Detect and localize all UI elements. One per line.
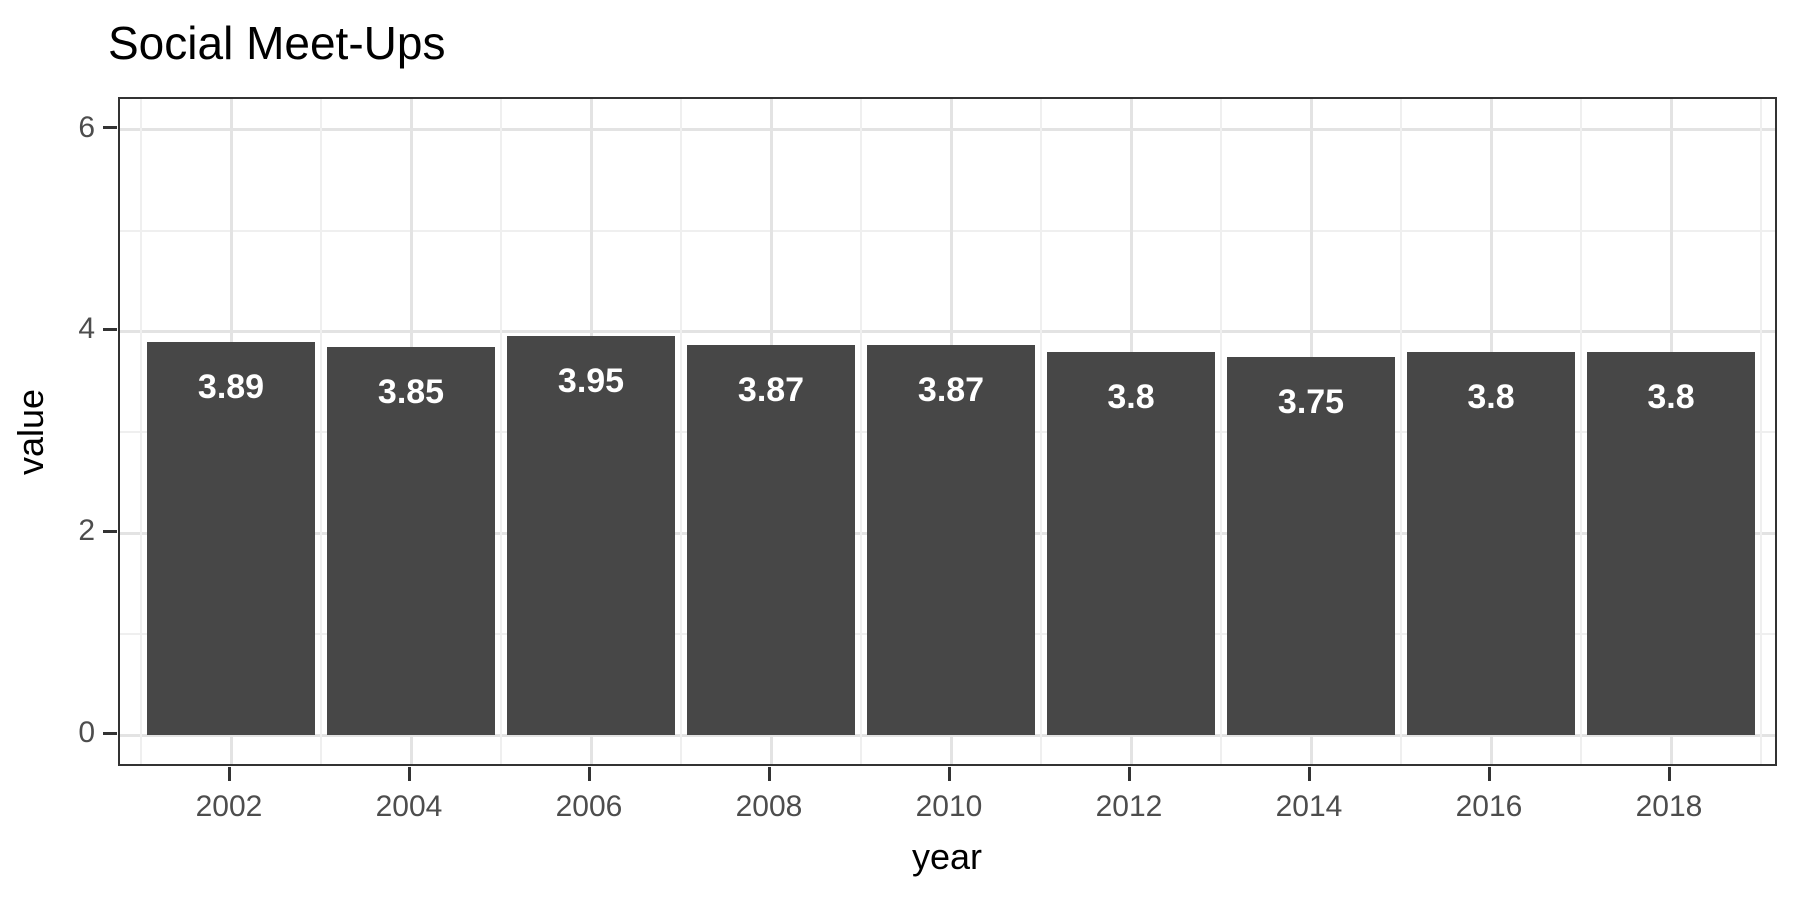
y-tick-mark	[103, 731, 117, 735]
bar-value-label: 3.85	[377, 372, 445, 411]
x-tick-mark	[767, 767, 771, 781]
bar-value-label: 3.8	[1107, 377, 1155, 416]
bar-value-label: 3.8	[1467, 377, 1515, 416]
y-tick-label: 2	[78, 514, 95, 548]
bar: 3.95	[507, 336, 675, 735]
gridline-vertical-minor	[320, 99, 322, 764]
x-tick-mark	[587, 767, 591, 781]
gridline-horizontal-major	[120, 733, 1775, 737]
x-tick-label: 2014	[1275, 790, 1343, 823]
x-tick-label: 2016	[1455, 790, 1523, 823]
bar: 3.85	[327, 346, 495, 735]
x-tick-label: 2012	[1095, 790, 1163, 823]
x-tick-label: 2018	[1635, 790, 1703, 823]
y-axis-title: value	[10, 388, 51, 476]
gridline-vertical-minor	[680, 99, 682, 764]
bar: 3.8	[1407, 351, 1575, 735]
gridline-vertical-minor	[860, 99, 862, 764]
x-tick-mark	[1127, 767, 1131, 781]
bar-value-label: 3.89	[197, 368, 265, 407]
gridline-horizontal-minor	[120, 229, 1775, 232]
x-tick-label: 2006	[555, 790, 623, 823]
plot-panel: 3.89 3.85 3.95 3.87 3.87 3.8 3.75 3.8 3.8	[118, 97, 1777, 766]
x-tick-mark	[947, 767, 951, 781]
gridline-horizontal-major	[120, 329, 1775, 333]
bar: 3.89	[147, 342, 315, 735]
x-tick-label: 2004	[375, 790, 443, 823]
y-tick-label: 0	[78, 716, 95, 749]
x-tick-mark	[1487, 767, 1491, 781]
bar: 3.8	[1587, 351, 1755, 735]
y-tick-mark	[103, 126, 117, 130]
x-tick-label: 2010	[915, 790, 983, 823]
y-tick-mark	[103, 327, 117, 331]
bar: 3.8	[1047, 351, 1215, 735]
x-tick-mark	[1307, 767, 1311, 781]
bar-value-label: 3.8	[1647, 377, 1695, 416]
gridline-vertical-minor	[140, 99, 142, 764]
bar-value-label: 3.87	[737, 370, 805, 409]
bar-value-label: 3.95	[557, 362, 625, 401]
x-tick-label: 2002	[195, 790, 263, 823]
gridline-vertical-minor	[1220, 99, 1222, 764]
bar: 3.87	[867, 344, 1035, 735]
x-tick-mark	[407, 767, 411, 781]
gridline-vertical-minor	[1040, 99, 1042, 764]
x-axis-title: year	[911, 836, 983, 877]
bar-value-label: 3.87	[917, 370, 985, 409]
gridline-vertical-minor	[1580, 99, 1582, 764]
gridline-vertical-minor	[1400, 99, 1402, 764]
chart-title: Social Meet-Ups	[108, 17, 446, 69]
gridline-horizontal-major	[120, 128, 1775, 132]
y-tick-label: 6	[78, 110, 95, 144]
x-tick-label: 2008	[735, 790, 803, 823]
bar: 3.87	[687, 344, 855, 735]
x-tick-mark	[1667, 767, 1671, 781]
y-tick-mark	[103, 529, 117, 533]
x-tick-mark	[227, 767, 231, 781]
y-tick-label: 4	[78, 312, 95, 346]
gridline-vertical-minor	[1760, 99, 1762, 764]
bar: 3.75	[1227, 356, 1395, 735]
bar-value-label: 3.75	[1277, 382, 1345, 421]
gridline-vertical-minor	[500, 99, 502, 764]
